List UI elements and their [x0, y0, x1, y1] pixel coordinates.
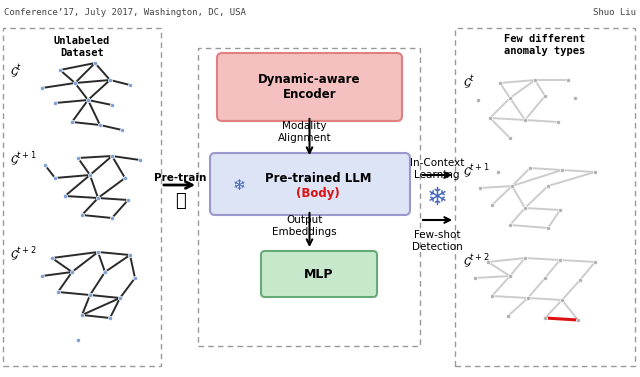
- Bar: [3, 28, 161, 366]
- Text: $\mathcal{G}^{t+2}$: $\mathcal{G}^{t+2}$: [463, 252, 490, 270]
- FancyBboxPatch shape: [261, 251, 377, 297]
- Text: Few different
anomaly types: Few different anomaly types: [504, 34, 586, 57]
- Text: Modality
Alignment: Modality Alignment: [278, 121, 332, 143]
- Text: $\mathcal{G}^{t}$: $\mathcal{G}^{t}$: [10, 62, 22, 79]
- FancyBboxPatch shape: [210, 153, 410, 215]
- FancyBboxPatch shape: [217, 53, 402, 121]
- Text: In-Context
Learning: In-Context Learning: [410, 158, 464, 179]
- Text: $\mathcal{G}^{t}$: $\mathcal{G}^{t}$: [463, 73, 476, 90]
- Text: ❄: ❄: [233, 178, 246, 193]
- Text: ❄: ❄: [426, 186, 447, 210]
- Bar: [198, 48, 420, 346]
- Text: Unlabeled
Dataset: Unlabeled Dataset: [54, 36, 110, 58]
- Text: $\mathcal{G}^{t+2}$: $\mathcal{G}^{t+2}$: [10, 245, 36, 263]
- Text: Output
Embeddings: Output Embeddings: [272, 215, 337, 237]
- Text: Conference’17, July 2017, Washington, DC, USA: Conference’17, July 2017, Washington, DC…: [4, 8, 246, 17]
- Bar: [455, 28, 635, 366]
- Text: Dynamic-aware
Encoder: Dynamic-aware Encoder: [259, 72, 361, 101]
- Text: Pre-trained LLM: Pre-trained LLM: [265, 173, 371, 185]
- Text: Few-shot
Detection: Few-shot Detection: [412, 230, 462, 251]
- Text: Pre-train: Pre-train: [154, 173, 206, 183]
- Text: $\mathcal{G}^{t+1}$: $\mathcal{G}^{t+1}$: [463, 162, 490, 180]
- Text: 🔥: 🔥: [175, 192, 186, 210]
- Text: (Body): (Body): [296, 187, 340, 201]
- Text: Shuo Liu: Shuo Liu: [593, 8, 636, 17]
- Text: MLP: MLP: [304, 268, 333, 280]
- Text: $\mathcal{G}^{t+1}$: $\mathcal{G}^{t+1}$: [10, 150, 36, 168]
